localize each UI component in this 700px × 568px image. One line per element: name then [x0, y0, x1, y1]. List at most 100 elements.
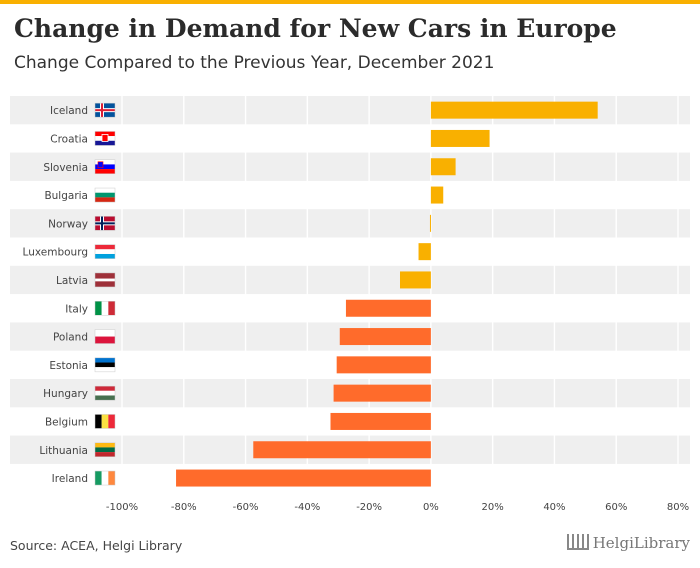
x-tick-label: 0%	[423, 502, 439, 513]
flag-stripe	[95, 452, 115, 457]
flag-stripe	[95, 278, 115, 282]
flag-stripe	[95, 192, 115, 198]
flag-stripe	[95, 159, 115, 165]
chart-title: Change in Demand for New Cars in Europe	[14, 14, 617, 43]
flag-stripe	[95, 395, 115, 401]
bar-belgium	[330, 412, 431, 430]
x-tick-label: 20%	[482, 502, 504, 513]
category-label: Ireland	[52, 473, 88, 485]
flag-stripe	[95, 188, 115, 193]
category-label: Lithuania	[39, 445, 88, 457]
flag-stripe	[95, 471, 102, 486]
x-tick-label: -100%	[106, 502, 138, 513]
flag-stripe	[95, 253, 115, 259]
luxembourg-flag	[94, 244, 116, 259]
bar-poland	[339, 328, 431, 346]
bar-croatia	[430, 129, 490, 147]
flag-emblem	[97, 161, 104, 169]
category-label: Italy	[65, 303, 88, 315]
category-label: Estonia	[49, 360, 88, 372]
hungary-flag	[94, 385, 116, 401]
norway-flag	[94, 216, 116, 231]
category-label: Latvia	[56, 275, 88, 287]
x-tick-label: -60%	[233, 502, 259, 513]
belgium-flag	[94, 414, 116, 429]
flag-emblem	[101, 134, 109, 142]
source-note: Source: ACEA, Helgi Library	[10, 538, 183, 553]
chart-subtitle: Change Compared to the Previous Year, De…	[14, 53, 495, 73]
flag-stripe	[95, 447, 115, 453]
flag-stripe	[95, 390, 115, 396]
row-band	[10, 265, 690, 295]
lithuania-flag	[94, 442, 116, 457]
flag-stripe	[108, 301, 115, 316]
flag-stripe	[95, 301, 102, 316]
croatia-flag	[94, 131, 116, 146]
flag-stripe	[95, 367, 115, 372]
flag-stripe	[108, 471, 115, 486]
bar-bulgaria	[430, 186, 444, 204]
flag-stripe	[95, 329, 115, 337]
flag-stripe	[95, 140, 115, 146]
category-label: Iceland	[50, 105, 88, 117]
bar-italy	[345, 299, 431, 317]
top-accent-bar	[0, 0, 700, 4]
flag-stripe	[101, 414, 109, 429]
flag-stripe	[95, 386, 115, 391]
row-band	[10, 152, 690, 181]
latvia-flag	[94, 272, 116, 288]
bar-norway	[429, 214, 431, 232]
flag-stripe	[95, 362, 115, 368]
slovenia-flag	[94, 159, 116, 174]
bar-ireland	[176, 469, 431, 487]
flag-stripe	[95, 414, 102, 429]
flag-cross	[95, 109, 115, 112]
category-label: Norway	[48, 218, 88, 230]
flag-stripe	[108, 414, 115, 429]
flag-stripe	[101, 471, 109, 486]
flag-stripe	[95, 169, 115, 174]
bar-iceland	[430, 101, 598, 119]
estonia-flag	[94, 357, 116, 373]
x-tick-label: 40%	[543, 502, 565, 513]
category-label: Croatia	[50, 133, 88, 145]
bar-slovenia	[430, 158, 456, 176]
flag-stripe	[95, 357, 115, 363]
bulgaria-flag	[94, 187, 116, 203]
flag-stripe	[95, 164, 115, 170]
category-label: Luxembourg	[23, 247, 88, 259]
bar-latvia	[400, 271, 431, 289]
flag-cross	[95, 222, 115, 225]
bar-luxembourg	[418, 243, 431, 261]
bar-hungary	[333, 384, 431, 402]
ireland-flag	[94, 470, 116, 486]
flag-stripe	[95, 131, 115, 137]
bar-chart: Iceland Croatia Slovenia Bulgaria Norway Luxe…	[0, 86, 700, 526]
flag-stripe	[95, 197, 115, 203]
category-label: Hungary	[43, 388, 88, 400]
x-tick-label: -20%	[356, 502, 382, 513]
x-tick-label: 60%	[605, 502, 627, 513]
x-tick-label: -40%	[294, 502, 320, 513]
category-label: Poland	[53, 332, 88, 344]
category-label: Belgium	[45, 416, 88, 428]
flag-stripe	[101, 301, 109, 316]
logo-text: HelgiLibrary	[592, 534, 690, 552]
chart-svg: Iceland Croatia Slovenia Bulgaria Norway Luxe…	[10, 96, 690, 513]
library-icon	[566, 534, 589, 550]
iceland-flag	[94, 102, 116, 118]
category-label: Slovenia	[43, 162, 88, 174]
flag-stripe	[95, 336, 115, 344]
bar-estonia	[336, 356, 431, 374]
helgi-library-logo: HelgiLibrary	[566, 534, 690, 552]
poland-flag	[94, 329, 116, 344]
flag-stripe	[95, 442, 115, 448]
italy-flag	[94, 301, 116, 316]
x-tick-label: -80%	[171, 502, 197, 513]
category-label: Bulgaria	[44, 190, 88, 202]
bar-lithuania	[253, 441, 431, 459]
flag-stripe	[95, 244, 115, 250]
x-tick-label: 80%	[667, 502, 689, 513]
flag-stripe	[95, 249, 115, 254]
row-band	[10, 209, 690, 238]
